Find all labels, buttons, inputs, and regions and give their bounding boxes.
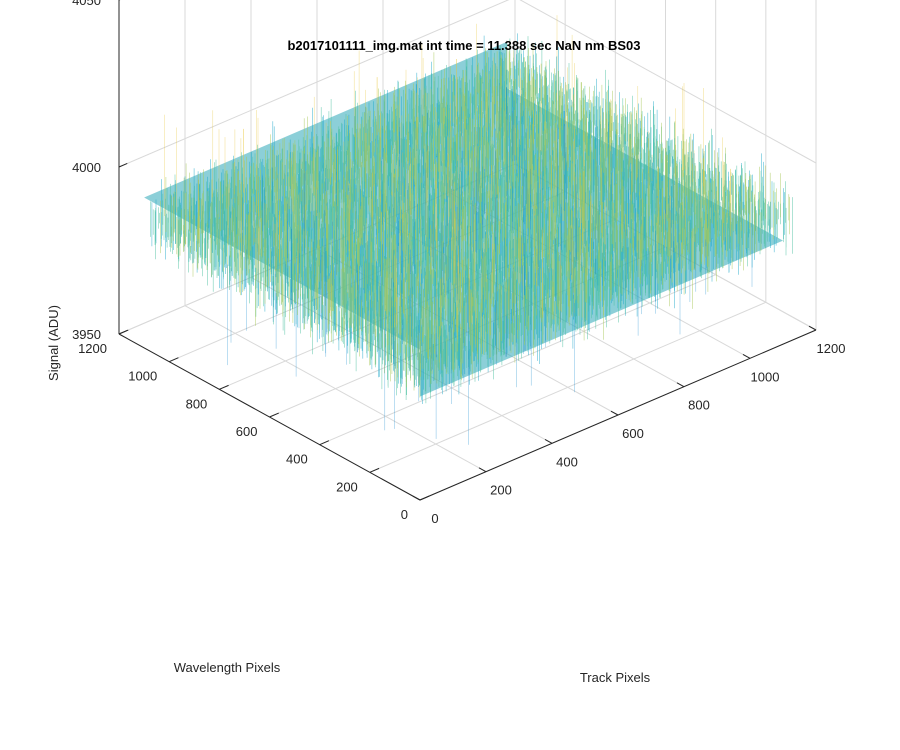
chart-title: b2017101111_img.mat int time = 11.388 se… — [287, 38, 640, 53]
y-tick-label: 0 — [401, 507, 408, 522]
y-tick-mark — [419, 495, 430, 501]
z-tick-label: 3950 — [72, 327, 101, 342]
x-tick-mark — [412, 495, 421, 501]
z-tick-label: 4050 — [72, 0, 101, 8]
floor-grid-line — [319, 274, 716, 446]
x-tick-mark — [544, 439, 553, 444]
back-wall-grid-line — [118, 0, 510, 168]
x-tick-label: 0 — [431, 511, 438, 526]
x-tick-mark — [676, 382, 685, 388]
z-tick-mark — [118, 163, 128, 168]
x-tick-label: 800 — [688, 398, 710, 413]
y-tick-label: 600 — [236, 424, 258, 439]
axis-layer — [118, 0, 817, 501]
x-tick-label: 1200 — [817, 341, 846, 356]
y-tick-label: 1000 — [128, 369, 157, 384]
y-tick-mark — [369, 467, 380, 473]
floor-grid-line — [369, 301, 767, 473]
x-axis-label: Track Pixels — [580, 670, 651, 685]
x-tick-mark — [742, 354, 751, 359]
y-axis-label: Wavelength Pixels — [174, 660, 281, 675]
surface-noise-band-4 — [243, 59, 731, 352]
z-tick-label: 4000 — [72, 160, 101, 175]
x-tick-mark — [478, 467, 487, 473]
y-tick-mark — [219, 384, 229, 390]
y-tick-mark — [168, 357, 179, 363]
x-tick-label: 1000 — [751, 369, 780, 384]
y-tick-label: 1200 — [78, 341, 107, 356]
y-tick-label: 400 — [286, 452, 308, 467]
y-tick-mark — [319, 440, 330, 446]
z-tick-mark — [118, 330, 128, 335]
x-tick-label: 400 — [556, 454, 578, 469]
y-tick-mark — [269, 412, 279, 418]
surface-layer — [144, 15, 793, 445]
x-tick-mark — [610, 410, 619, 416]
x-tick-label: 200 — [490, 483, 512, 498]
label-layer: b2017101111_img.mat int time = 11.388 se… — [46, 0, 845, 685]
z-axis-label: Signal (ADU) — [46, 305, 61, 381]
y-tick-label: 800 — [186, 396, 208, 411]
side-wall-grid-line — [519, 0, 817, 164]
x-tick-label: 600 — [622, 426, 644, 441]
y-tick-label: 200 — [336, 479, 358, 494]
surface-noise-band-3 — [160, 40, 790, 398]
x-tick-mark — [808, 325, 817, 331]
